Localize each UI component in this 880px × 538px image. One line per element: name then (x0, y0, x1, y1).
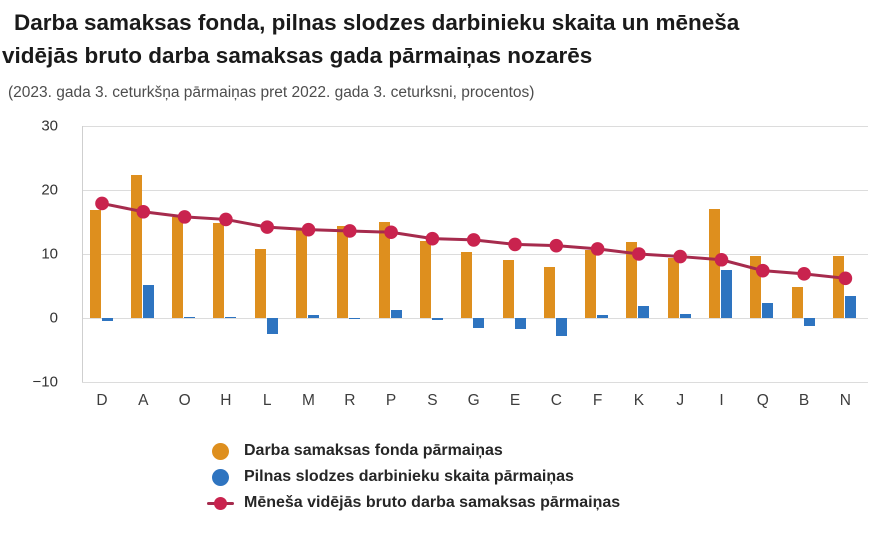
wage-series-icon (206, 496, 234, 510)
fund-series-icon (206, 442, 234, 460)
bar-employees-J[interactable] (679, 314, 691, 318)
bar-employees-E[interactable] (514, 318, 526, 329)
y-axis-line (82, 126, 83, 382)
bar-fund-S[interactable] (419, 240, 431, 318)
bar-employees-S[interactable] (431, 318, 443, 320)
bar-employees-G[interactable] (473, 318, 485, 329)
chart-legend: Darba samaksas fonda pārmaiņas Pilnas sl… (206, 438, 620, 516)
bar-fund-Q[interactable] (750, 255, 762, 318)
bar-employees-K[interactable] (638, 305, 650, 318)
point-wage-Q[interactable] (756, 263, 770, 278)
point-wage-D[interactable] (95, 196, 109, 211)
legend-item-employees[interactable]: Pilnas slodzes darbinieku skaita pārmaiņ… (206, 464, 620, 490)
point-wage-E[interactable] (508, 237, 522, 252)
bar-employees-L[interactable] (266, 318, 278, 334)
bar-fund-G[interactable] (461, 252, 473, 318)
x-label-O: O (178, 392, 191, 409)
bar-fund-E[interactable] (502, 260, 514, 318)
bar-fund-R[interactable] (337, 225, 349, 318)
bar-fund-J[interactable] (667, 257, 679, 318)
point-wage-M[interactable] (301, 222, 316, 237)
point-wage-L[interactable] (260, 220, 275, 234)
bar-fund-O[interactable] (172, 216, 184, 318)
legend-item-fund[interactable]: Darba samaksas fonda pārmaiņas (206, 438, 620, 464)
point-wage-H[interactable] (219, 212, 233, 227)
x-label-L: L (262, 392, 272, 409)
chart-title-line1: Darba samaksas fonda, pilnas slodzes dar… (14, 10, 740, 35)
bar-fund-M[interactable] (296, 230, 307, 318)
bar-fund-A[interactable] (130, 175, 142, 318)
bar-employees-P[interactable] (390, 309, 402, 318)
x-label-H: H (220, 392, 232, 409)
x-label-N: N (839, 392, 851, 409)
point-wage-O[interactable] (177, 210, 192, 224)
bar-fund-C[interactable] (543, 267, 555, 318)
legend-label-wage: Mēneša vidējās bruto darba samaksas pārm… (244, 494, 621, 511)
x-label-R: R (344, 392, 356, 409)
x-label-A: A (138, 392, 149, 409)
bar-employees-H[interactable] (225, 317, 237, 319)
point-wage-S[interactable] (425, 231, 440, 246)
bar-employees-R[interactable] (349, 318, 361, 320)
x-label-B: B (798, 392, 810, 409)
bar-employees-O[interactable] (184, 317, 196, 319)
x-label-S: S (427, 392, 438, 409)
point-wage-F[interactable] (590, 242, 605, 256)
y-tick-10: 10 (41, 245, 58, 263)
chart-title-line2: vidējās bruto darba samaksas gada pārmai… (2, 43, 593, 68)
bar-employees-A[interactable] (142, 284, 154, 318)
gridline--10 (82, 382, 868, 383)
bar-fund-N[interactable] (832, 255, 844, 318)
chart-title: Darba samaksas fonda, pilnas slodzes dar… (0, 6, 880, 72)
gridline-20 (82, 190, 868, 191)
bar-employees-F[interactable] (597, 315, 609, 318)
x-label-K: K (633, 392, 645, 409)
point-wage-I[interactable] (714, 252, 729, 267)
bar-employees-D[interactable] (101, 318, 113, 321)
point-wage-K[interactable] (632, 247, 646, 261)
x-label-J: J (676, 392, 685, 409)
bar-fund-F[interactable] (585, 250, 597, 318)
bar-fund-K[interactable] (626, 242, 638, 318)
point-wage-J[interactable] (673, 249, 687, 264)
x-label-G: G (467, 392, 480, 409)
bar-employees-B[interactable] (803, 318, 815, 326)
bar-fund-L[interactable] (254, 248, 266, 318)
legend-label-employees: Pilnas slodzes darbinieku skaita pārmaiņ… (244, 468, 574, 485)
chart-subtitle: (2023. gada 3. ceturkšņa pārmaiņas pret … (8, 84, 535, 101)
legend-label-fund: Darba samaksas fonda pārmaiņas (244, 442, 503, 459)
legend-item-wage[interactable]: Mēneša vidējās bruto darba samaksas pārm… (206, 490, 620, 516)
y-tick-20: 20 (41, 181, 58, 199)
point-wage-G[interactable] (466, 233, 481, 247)
y-tick-0: 0 (49, 309, 58, 327)
point-wage-A[interactable] (136, 204, 151, 219)
x-label-D: D (96, 392, 108, 409)
point-wage-B[interactable] (797, 267, 811, 281)
x-label-M: M (302, 392, 315, 409)
x-label-P: P (385, 392, 397, 409)
x-label-I: I (719, 392, 724, 409)
bar-employees-Q[interactable] (762, 302, 774, 318)
x-label-Q: Q (756, 392, 769, 409)
bar-employees-C[interactable] (555, 318, 567, 336)
bar-employees-N[interactable] (844, 295, 856, 318)
gridline-30 (82, 126, 868, 127)
x-label-F: F (592, 392, 603, 409)
employees-series-icon (206, 468, 234, 486)
point-wage-R[interactable] (343, 224, 357, 238)
bar-fund-D[interactable] (89, 210, 101, 318)
point-wage-P[interactable] (384, 225, 398, 240)
y-tick-30: 30 (41, 117, 58, 135)
x-label-C: C (550, 392, 562, 409)
point-wage-N[interactable] (838, 271, 853, 286)
point-wage-C[interactable] (549, 238, 564, 253)
bar-employees-I[interactable] (721, 270, 732, 318)
bar-fund-H[interactable] (213, 223, 225, 318)
bar-employees-M[interactable] (308, 315, 319, 318)
x-label-E: E (509, 392, 521, 409)
y-tick--10: −10 (32, 373, 58, 391)
gridline-10 (82, 254, 868, 255)
bar-fund-B[interactable] (791, 287, 803, 318)
